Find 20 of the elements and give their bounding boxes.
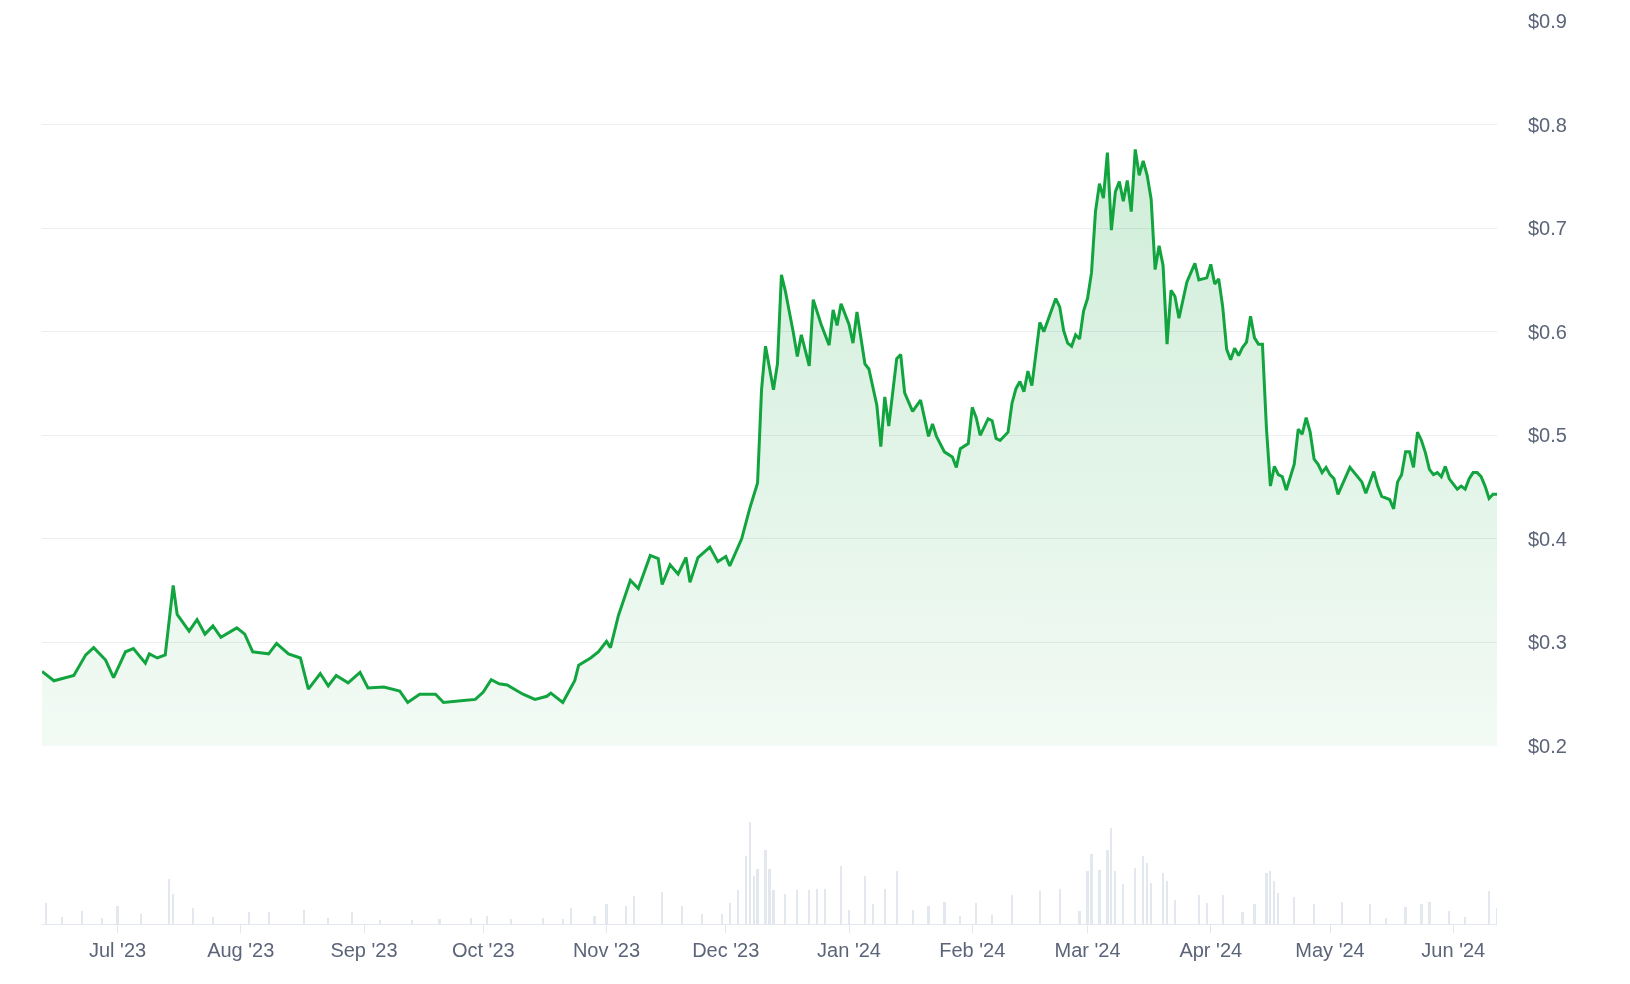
y-tick-label: $0.3 [1528,631,1567,654]
x-tick-label: May '24 [1295,939,1365,961]
y-tick-label: $0.2 [1528,735,1567,757]
y-tick-label: $0.5 [1528,424,1567,447]
x-tick-label: Apr '24 [1179,939,1243,961]
x-tick-label: Oct '23 [451,939,515,961]
x-tick-label: Jul '23 [88,939,147,961]
x-tick-label: Dec '23 [692,939,760,961]
y-tick-label: $0.8 [1528,113,1567,136]
y-tick-label: $0.6 [1528,320,1567,343]
x-tick-label: Jan '24 [817,939,881,961]
x-tick-label: Nov '23 [572,939,641,961]
y-tick-label: $0.4 [1528,527,1567,550]
x-tick-label: Aug '23 [207,939,275,961]
x-tick-label: Sep '23 [330,939,398,961]
x-tick-label: Mar '24 [1054,939,1121,961]
y-tick-label: $0.9 [1528,10,1567,32]
x-tick-label: Feb '24 [939,939,1006,961]
x-tick-label: Jun '24 [1421,939,1486,961]
y-tick-label: $0.7 [1528,217,1567,240]
